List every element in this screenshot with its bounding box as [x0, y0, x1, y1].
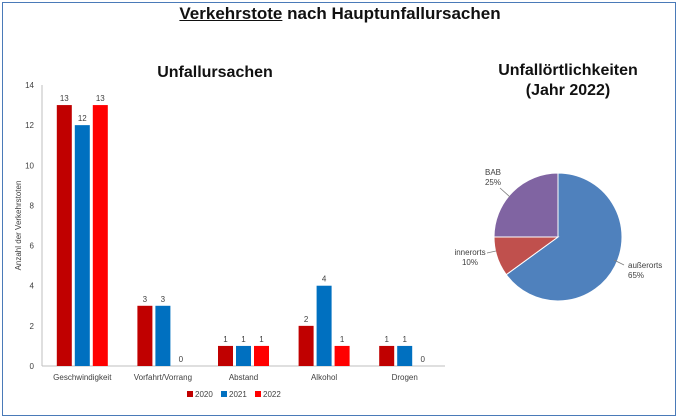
bar-2020-4 [379, 345, 395, 366]
x-tick-label: Vorfahrt/Vorrang [134, 373, 192, 382]
bar-data-label: 1 [259, 335, 264, 344]
pie-leader-line [499, 187, 511, 198]
pie-slice-name: innerorts [454, 248, 485, 257]
bar-data-label: 12 [78, 114, 87, 123]
bar-data-label: 1 [402, 335, 407, 344]
bar-2020-1 [137, 305, 153, 366]
x-tick-label: Alkohol [311, 373, 337, 382]
bar-2022-2 [254, 345, 269, 366]
bar-data-label: 13 [60, 94, 69, 103]
bar-2021-0 [74, 125, 90, 367]
bar-2022-3 [334, 345, 350, 366]
legend-swatch-2020 [187, 391, 193, 397]
bar-data-label: 3 [143, 295, 148, 304]
bar-data-label: 0 [179, 355, 184, 364]
pie-slice-name: BAB [485, 168, 501, 177]
bar-2020-3 [298, 325, 314, 366]
pie-slice-2 [493, 172, 559, 238]
bar-2020-0 [56, 105, 72, 367]
main-title-underlined: Verkehrstote [179, 4, 283, 23]
legend-swatch-2021 [221, 391, 227, 397]
x-tick-label: Geschwindigkeit [53, 373, 112, 382]
y-tick-label: 12 [25, 121, 34, 130]
pie-slice-percent: 25% [485, 178, 501, 187]
y-tick-label: 2 [30, 322, 35, 331]
legend-label: 2020 [195, 390, 213, 399]
bar-data-label: 3 [161, 295, 166, 304]
bar-data-label: 1 [223, 335, 228, 344]
pie-slice-name: außerorts [628, 261, 662, 270]
pie-slice-0 [505, 172, 623, 302]
bar-data-label: 0 [420, 355, 425, 364]
pie-leader-line [613, 259, 625, 266]
pie-chart-title-line1: Unfallörtlichkeiten [498, 62, 638, 79]
x-tick-label: Drogen [392, 373, 418, 382]
y-tick-label: 0 [30, 362, 35, 371]
y-tick-label: 6 [30, 242, 35, 251]
pie-chart-title-line2: (Jahr 2022) [526, 82, 611, 99]
bar-2020-2 [218, 345, 233, 366]
bar-data-label: 13 [96, 94, 105, 103]
bar-2022-0 [92, 105, 108, 367]
bar-data-label: 2 [304, 315, 309, 324]
bar-2021-4 [397, 345, 413, 366]
legend-label: 2022 [263, 390, 281, 399]
pie-slice-percent: 65% [628, 271, 644, 280]
bar-data-label: 1 [340, 335, 345, 344]
pie-leader-line [486, 250, 497, 254]
y-tick-label: 14 [25, 81, 34, 90]
y-tick-label: 8 [30, 201, 35, 210]
y-axis-label: Anzahl der Verkehrstoten [14, 181, 23, 271]
main-title-rest: nach Hauptunfallursachen [282, 4, 501, 23]
pie-slice-percent: 10% [462, 258, 478, 267]
bar-2021-2 [236, 345, 251, 366]
bar-data-label: 1 [384, 335, 389, 344]
y-tick-label: 10 [25, 161, 34, 170]
x-tick-label: Abstand [229, 373, 258, 382]
bar-2021-3 [316, 285, 332, 366]
bar-data-label: 1 [241, 335, 246, 344]
bar-2021-1 [155, 305, 171, 366]
main-title: Verkehrstote nach Hauptunfallursachen [0, 4, 680, 24]
legend-swatch-2022 [255, 391, 261, 397]
y-tick-label: 4 [30, 282, 35, 291]
bar-data-label: 4 [322, 275, 327, 284]
bar-chart-title: Unfallursachen [157, 64, 273, 81]
legend-label: 2021 [229, 390, 247, 399]
